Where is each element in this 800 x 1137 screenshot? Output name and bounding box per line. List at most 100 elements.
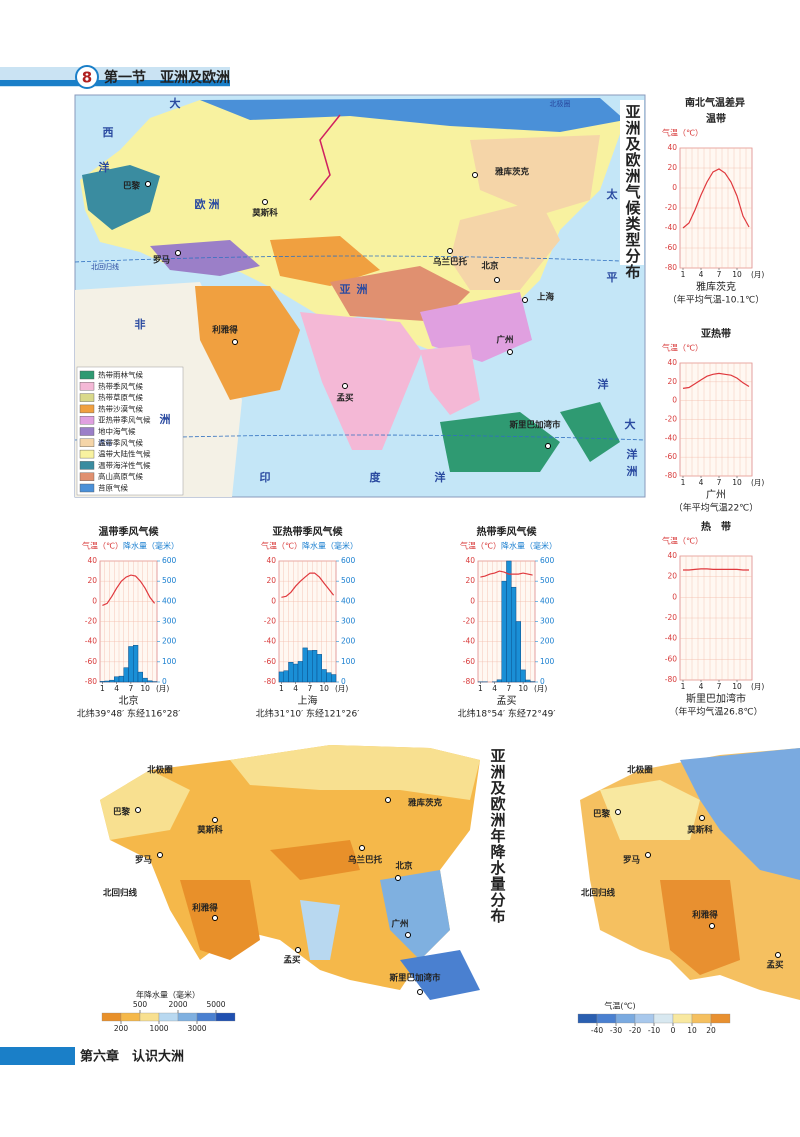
temperature-tick-label: 40: [667, 143, 677, 152]
legend-swatch: [120, 1012, 141, 1022]
zone-rainforest: [440, 412, 560, 472]
place-label: 斯里巴加湾市: [389, 973, 441, 984]
temperature-tick-label: -60: [665, 243, 677, 252]
map-label: 洋: [99, 160, 110, 174]
map-label: 洋: [627, 447, 638, 461]
legend-swatch: [615, 1013, 636, 1024]
precipitation-bar: [118, 675, 124, 683]
legend-swatch: [79, 370, 95, 380]
month-tick-label: 7: [717, 270, 722, 279]
legend-swatch: [710, 1013, 731, 1024]
legend-tick-label: 500: [133, 1000, 148, 1009]
legend-label: 热带雨林气候: [98, 370, 143, 380]
chart-note: （年平均气温-10.1℃）: [668, 294, 764, 306]
temperature-tick-label: -20: [665, 613, 677, 622]
precipitation-bar: [109, 679, 115, 683]
place-label: 巴黎: [593, 809, 611, 820]
temperature-line: [683, 568, 749, 571]
place-label: 斯里巴加湾市: [509, 420, 561, 431]
precipitation-tick-label: 600: [540, 556, 555, 565]
precipitation-tick-label: 200: [341, 637, 356, 646]
month-tick-label: 4: [699, 270, 704, 279]
map-label: 洲: [209, 198, 220, 211]
legend-tick-label: -10: [648, 1026, 660, 1035]
map-label: 洲: [160, 413, 171, 426]
city-label: 雅库茨克: [696, 280, 736, 293]
legend-swatch: [634, 1013, 655, 1024]
place-label: 莫斯科: [196, 825, 223, 836]
place-label: 罗马: [623, 856, 640, 866]
month-tick-label: 10: [319, 684, 329, 693]
place-label: 北极圈: [147, 765, 173, 776]
legend-swatch: [196, 1012, 217, 1022]
chart-title: 热 带: [701, 520, 731, 533]
temperature-tick-label: -60: [665, 654, 677, 663]
precipitation-bar: [278, 671, 284, 683]
city-dot: [494, 277, 500, 283]
map-title-box: [620, 100, 644, 265]
temperature-line: [682, 372, 750, 389]
month-tick-label: 4: [293, 684, 298, 693]
precipitation-tick-label: 300: [341, 617, 356, 626]
map-title: 亚洲及欧洲气候类型分布: [624, 104, 642, 280]
temperature-line: [102, 574, 156, 606]
map-title-box: [486, 745, 508, 895]
precipitation-bar: [316, 654, 322, 683]
month-unit: (月): [534, 684, 547, 693]
zone-plateau: [330, 266, 470, 322]
map-label: 大: [170, 96, 181, 110]
legend-swatch: [215, 1012, 236, 1022]
precipitation-tick-label: 300: [162, 617, 177, 626]
legend-label: 热带草原气候: [98, 392, 143, 402]
temperature-tick-label: 20: [87, 576, 97, 585]
temperature-tick-label: -60: [665, 452, 677, 461]
legend-swatch: [672, 1013, 693, 1024]
city-dot: [175, 250, 181, 256]
legend-swatch: [79, 404, 95, 414]
month-tick-label: 1: [681, 270, 686, 279]
precipitation-bar: [312, 650, 318, 683]
temperature-tick-label: 0: [92, 596, 97, 605]
legend-label: 苔原气候: [98, 483, 128, 493]
place-label: 广州: [496, 335, 513, 346]
zone-rainforest-2: [560, 402, 620, 462]
month-tick-label: 4: [114, 684, 119, 693]
precipitation-bar: [104, 680, 110, 683]
legend-tick-label: 2000: [168, 1000, 187, 1009]
city-label: 北京: [119, 694, 139, 707]
legend-title: 年降水量（毫米）: [136, 990, 200, 1000]
map-label: 欧: [195, 197, 206, 211]
zone-islands: [400, 950, 480, 1000]
city-dot: [342, 383, 348, 389]
legend-tick-label: 200: [114, 1024, 129, 1033]
precipitation-tick-label: 100: [540, 657, 555, 666]
city-dot: [157, 852, 163, 858]
footer-band: [0, 1047, 75, 1065]
legend-label: 亚热带季风气候: [98, 415, 151, 425]
zone-india: [300, 900, 340, 960]
chart-title: 温带: [706, 112, 726, 125]
place-label: 利雅得: [191, 903, 218, 914]
legend-swatch: [596, 1013, 617, 1024]
legend-swatch: [79, 393, 95, 402]
temperature-tick-label: 0: [672, 396, 677, 405]
legend-label: 高山高原气候: [98, 471, 143, 481]
legend-tick-label: -40: [591, 1026, 603, 1035]
month-tick-label: 1: [279, 684, 284, 693]
chart-title: 温带季风气候: [99, 525, 160, 538]
place-label: 罗马: [153, 256, 170, 266]
zone-oceanic: [82, 165, 160, 230]
legend-label: 热带季风气候: [98, 381, 143, 391]
legend-swatch: [79, 449, 95, 459]
map-label: 北回归线: [91, 262, 119, 271]
zone-europe: [600, 780, 700, 840]
month-tick-label: 7: [717, 478, 722, 487]
temperature-tick-label: -40: [463, 637, 475, 646]
zone-tundra: [200, 98, 625, 132]
zone-europe: [100, 770, 190, 840]
temperature-tick-label: -80: [665, 263, 677, 272]
precipitation-bar: [515, 621, 521, 683]
chart-note: 北纬31°10′ 东经121°26′: [256, 708, 359, 720]
chapter-title: 第六章 认识大洲: [80, 1049, 184, 1065]
map-label: 洲: [357, 283, 368, 296]
